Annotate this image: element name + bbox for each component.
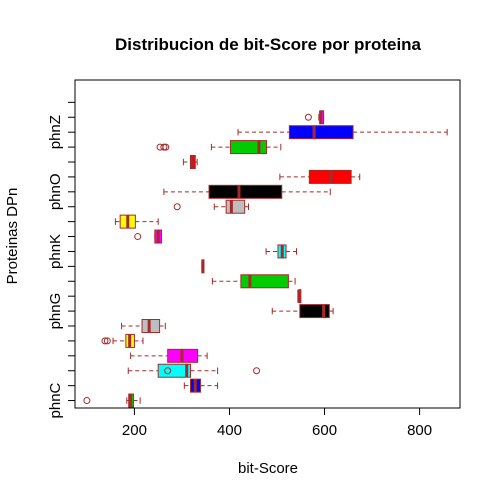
- box: [225, 199, 246, 214]
- outlier-point: [253, 367, 261, 375]
- y-tick-label: phnO: [47, 173, 64, 210]
- box: [157, 363, 192, 378]
- outlier-point: [134, 233, 142, 241]
- x-tick-label: 200: [122, 422, 147, 439]
- outlier-point: [160, 143, 168, 151]
- y-axis-label: Proteinas DPn: [4, 188, 21, 285]
- outlier-point: [304, 113, 312, 121]
- outlier-point: [101, 337, 109, 345]
- y-tick-label: phnZ: [47, 115, 64, 149]
- outlier-point: [164, 367, 172, 375]
- y-tick-label: phnK: [47, 234, 64, 269]
- chart-title: Distribucion de bit-Score por proteina: [115, 35, 422, 54]
- x-tick-label: 400: [217, 422, 242, 439]
- box: [229, 140, 268, 155]
- outlier-point: [162, 143, 170, 151]
- x-tick-label: 800: [407, 422, 432, 439]
- y-tick-label: phnG: [47, 293, 64, 330]
- x-axis-label: bit-Score: [238, 460, 298, 477]
- box: [141, 319, 161, 333]
- box: [208, 184, 283, 199]
- box: [288, 125, 354, 140]
- plot-frame: [74, 79, 461, 409]
- x-tick-label: 600: [312, 422, 337, 439]
- outlier-point: [83, 397, 91, 405]
- plot-area: 200 400 600 800 phnC phnG phnK phnO phnZ: [47, 79, 461, 439]
- y-tick-label: phnC: [47, 382, 64, 418]
- outlier-point: [173, 203, 181, 211]
- outlier-point: [103, 337, 111, 345]
- box: [299, 304, 330, 319]
- box: [240, 274, 289, 289]
